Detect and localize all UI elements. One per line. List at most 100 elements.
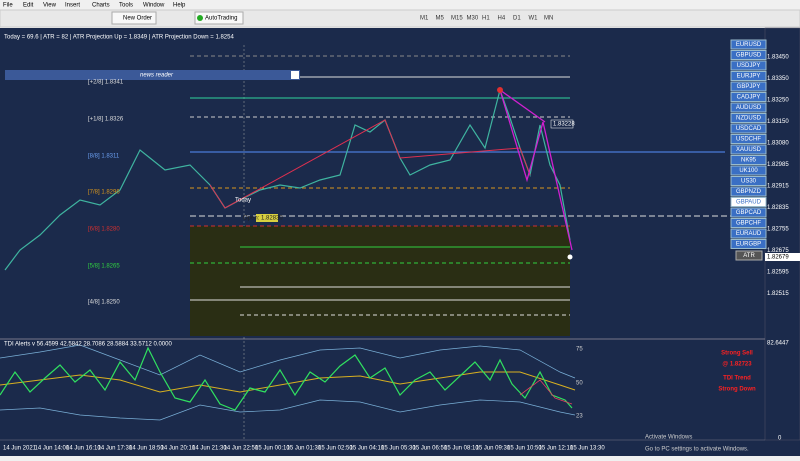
time-axis-label: 14 Jun 14:00 — [35, 446, 70, 452]
timeframe-button[interactable]: M5 — [436, 16, 445, 22]
price-axis-label: 1.82515 — [767, 291, 789, 297]
level-label: [4/8] 1.8250 — [88, 300, 120, 306]
symbol-label: GBPNZD — [736, 189, 762, 195]
open-label: Open: 1.82830 — [243, 216, 283, 222]
symbol-label: UK100 — [739, 168, 758, 174]
price-axis-label: 1.82675 — [767, 248, 789, 254]
tdi-signal — [0, 371, 576, 393]
time-axis-label: 15 Jun 05:30 — [381, 446, 416, 452]
symbol-label: EURJPY — [737, 74, 761, 80]
pattern-line — [499, 89, 573, 251]
symbol-button[interactable] — [730, 186, 767, 197]
new-order-button[interactable] — [111, 11, 157, 25]
watermark-title: Activate Windows — [645, 435, 692, 441]
symbol-label: EURGBP — [736, 242, 761, 248]
timeframe-button[interactable]: W1 — [529, 16, 539, 22]
signal-text: @ 1.82723 — [722, 362, 752, 368]
watermark-subtitle: Go to PC settings to activate Windows. — [645, 447, 749, 453]
timeframe-button[interactable]: H1 — [482, 16, 490, 22]
symbol-button[interactable] — [730, 71, 767, 81]
level-label: [5/8] 1.8265 — [88, 264, 120, 270]
symbol-button[interactable] — [730, 123, 767, 134]
symbol-button[interactable] — [730, 39, 767, 50]
symbol-label: GBPUSD — [736, 53, 762, 59]
menu-item[interactable]: File — [3, 3, 13, 9]
symbol-button[interactable] — [730, 228, 767, 239]
current-price-marker — [765, 253, 800, 261]
indicator-axis-label: 0 — [778, 436, 782, 442]
level-label: [7/8] 1.8296 — [88, 190, 120, 196]
time-axis-label: 14 Jun 17:30 — [98, 446, 133, 452]
time-axis-label: 15 Jun 12:10 — [539, 446, 574, 452]
price-axis-label: 1.83350 — [767, 76, 789, 82]
menu-item[interactable]: Charts — [92, 3, 110, 9]
signal-text: TDI Trend — [723, 376, 751, 382]
symbol-button[interactable] — [730, 113, 767, 123]
info-line: Today = 69.6 | ATR = 82 | ATR Projection… — [4, 35, 234, 41]
time-axis-label: 14 Jun 20:10 — [161, 446, 196, 452]
news-reader-bar[interactable] — [5, 70, 300, 80]
symbol-label: GBPCAD — [736, 210, 762, 216]
symbol-button[interactable] — [730, 102, 767, 113]
symbol-button[interactable] — [730, 218, 767, 228]
symbol-label: USDJPY — [737, 63, 761, 69]
level-label: [8/8] 1.8311 — [88, 154, 120, 160]
time-axis-label: 15 Jun 09:30 — [476, 446, 511, 452]
symbol-button[interactable] — [730, 207, 767, 218]
symbol-label: GBPCHF — [736, 221, 761, 227]
timeframe-button[interactable]: D1 — [513, 16, 521, 22]
time-axis-label: 15 Jun 01:30 — [287, 446, 322, 452]
news-reader-close[interactable] — [291, 71, 299, 79]
time-axis-label: 14 Jun 16:10 — [66, 446, 101, 452]
time-axis-label: 15 Jun 06:50 — [413, 446, 448, 452]
symbol-button[interactable] — [730, 92, 767, 102]
symbol-button[interactable] — [730, 81, 767, 92]
timeframe-button[interactable]: M30 — [467, 16, 479, 22]
symbol-button[interactable] — [730, 144, 767, 155]
symbol-label: GBPAUD — [736, 200, 762, 206]
time-axis-label: 15 Jun 13:30 — [570, 446, 605, 452]
menu-item[interactable]: View — [43, 3, 57, 9]
button-label: New Order — [123, 16, 152, 22]
symbol-button[interactable] — [730, 239, 767, 249]
level-label: [+2/8] 1.8341 — [88, 80, 124, 86]
autotrading-button[interactable] — [194, 11, 244, 25]
symbol-button[interactable] — [730, 60, 767, 71]
price-axis-label: 1.83250 — [767, 98, 789, 104]
time-axis-label: 15 Jun 00:10 — [255, 446, 290, 452]
menu-item[interactable]: Edit — [23, 3, 34, 9]
symbol-button[interactable] — [730, 155, 767, 165]
tdi-rsi — [0, 346, 573, 411]
timeframe-button[interactable]: M15 — [451, 16, 463, 22]
indicator-level: 23 — [576, 414, 583, 420]
atr-label: ATR — [743, 253, 755, 259]
time-axis-label: 14 Jun 21:30 — [192, 446, 227, 452]
menu-item[interactable]: Insert — [65, 3, 80, 9]
level-label: [+1/8] 1.8326 — [88, 117, 124, 123]
menu-item[interactable]: Window — [143, 3, 165, 9]
timeframe-button[interactable]: M1 — [420, 16, 429, 22]
ask-label: 1.83228 — [553, 122, 575, 128]
time-axis-label: 15 Jun 10:50 — [507, 446, 542, 452]
symbol-button[interactable] — [730, 165, 767, 176]
signal-text: Strong Sell — [721, 351, 753, 357]
pattern-line — [499, 89, 546, 123]
symbol-button[interactable] — [730, 197, 767, 207]
atr-button[interactable] — [735, 250, 763, 261]
symbol-label: NZDUSD — [736, 116, 762, 122]
indicator-axis-label: 82.6447 — [767, 341, 789, 347]
symbol-button[interactable] — [730, 176, 767, 186]
symbol-label: CADJPY — [737, 95, 761, 101]
symbol-button[interactable] — [730, 50, 767, 60]
timeframe-button[interactable]: MN — [544, 16, 553, 22]
current-price-label: 1.82679 — [767, 255, 789, 261]
tdi-fast — [519, 379, 573, 405]
menu-item[interactable]: Help — [173, 3, 186, 9]
timeframe-button[interactable]: H4 — [498, 16, 506, 22]
price-axis-label: 1.82985 — [767, 162, 789, 168]
symbol-button[interactable] — [730, 134, 767, 144]
menu-item[interactable]: Tools — [119, 3, 133, 9]
price-axis — [764, 27, 800, 441]
sell-arrow — [497, 87, 503, 93]
